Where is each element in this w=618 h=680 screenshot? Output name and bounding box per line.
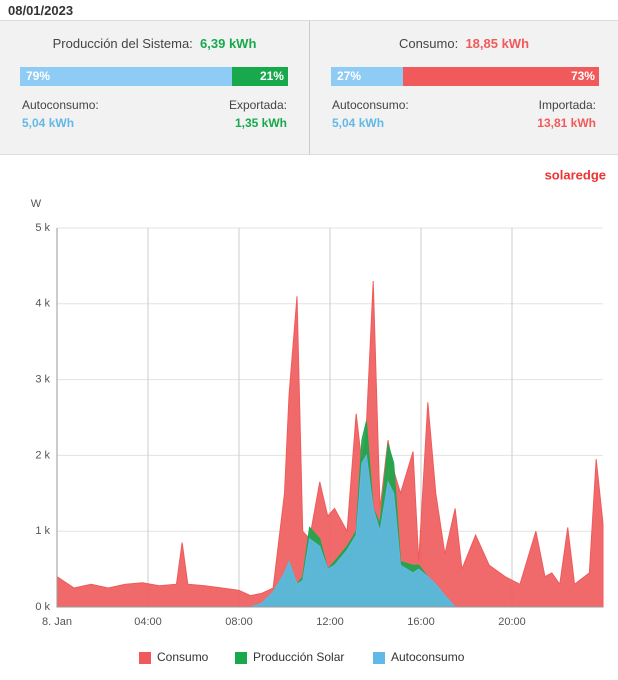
consumption-panel: Consumo: 18,85 kWh 27% 73% Autoconsumo: 5… (310, 20, 618, 155)
value: 5,04 kWh (22, 116, 75, 130)
production-panel: Producción del Sistema: 6,39 kWh 79% 21% … (0, 20, 310, 155)
production-bar: 79% 21% (20, 67, 288, 86)
consumption-bar: 27% 73% (331, 67, 599, 86)
x-tick-label: 08:00 (225, 616, 253, 628)
x-tick-label: 8. Jan (42, 616, 72, 628)
legend-swatch (235, 652, 247, 664)
chart: solaredge W 0 k 1 k 2 k 3 k 4 k 5 k 8. Jan 04:0… (31, 167, 606, 664)
label: Exportada: (228, 98, 287, 112)
total: 18,85 kWh (465, 36, 530, 51)
legend-label: Autoconsumo (391, 650, 465, 664)
production-title: Producción del Sistema: 6,39 kWh (0, 36, 309, 51)
x-tick-label: 20:00 (498, 616, 526, 628)
bar-segment: 21% (231, 67, 288, 86)
value: 5,04 kWh (332, 116, 385, 130)
legend-label: Consumo (157, 650, 209, 664)
y-tick-label: 0 k (35, 601, 50, 613)
label: Autoconsumo: (332, 98, 409, 112)
x-tick-label: 04:00 (134, 616, 162, 628)
bar-segment: 73% (403, 67, 599, 86)
legend-swatch (139, 652, 151, 664)
y-tick-label: 3 k (35, 374, 50, 386)
bar-segment: 79% (20, 67, 232, 86)
bar-segment: 27% (331, 67, 404, 86)
consumption-title: Consumo: 18,85 kWh (310, 36, 618, 51)
y-tick-label: 2 k (35, 449, 50, 461)
value: 13,81 kWh (537, 116, 596, 130)
y-tick-label: 1 k (35, 525, 50, 537)
x-tick-label: 16:00 (407, 616, 435, 628)
value: 1,35 kWh (234, 116, 287, 130)
y-tick-label: 4 k (35, 298, 50, 310)
label: Producción del Sistema: (52, 36, 193, 51)
y-tick-label: 5 k (35, 222, 50, 234)
legend-label: Producción Solar (253, 650, 344, 664)
x-tick-label: 12:00 (316, 616, 344, 628)
label: Autoconsumo: (22, 98, 99, 112)
label: Importada: (538, 98, 596, 112)
date: 08/01/2023 (8, 3, 74, 18)
logo: solaredge (545, 167, 606, 182)
total: 6,39 kWh (200, 36, 257, 51)
legend-swatch (373, 652, 385, 664)
y-axis-label: W (31, 198, 42, 210)
label: Consumo: (398, 36, 459, 51)
